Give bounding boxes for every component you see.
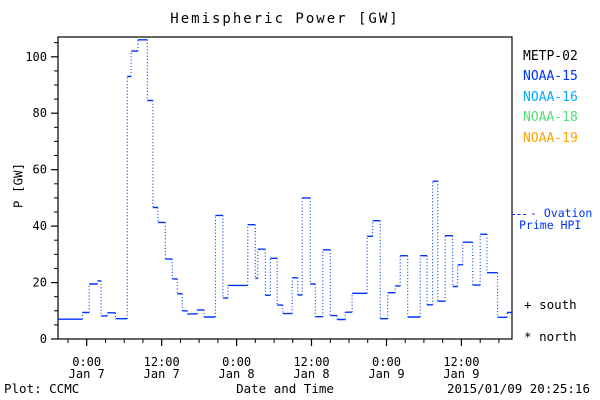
south-marker-legend: + south: [524, 297, 577, 312]
x-tick-time-label: 0:00: [222, 355, 251, 369]
y-tick-label: 80: [33, 106, 47, 120]
x-axis-title: Date and Time: [236, 381, 334, 396]
legend-item-noaa-18: NOAA-18: [523, 110, 578, 126]
x-tick-time-label: 12:00: [443, 355, 479, 369]
y-tick-label: 100: [25, 50, 47, 64]
x-tick-date-label: Jan 8: [219, 367, 255, 381]
hpi-curve-levels: [58, 39, 512, 321]
chart-title: Hemispheric Power [GW]: [170, 11, 400, 27]
x-tick-date-label: Jan 9: [443, 367, 479, 381]
x-tick-time-label: 12:00: [144, 355, 180, 369]
ovation-legend: - Ovation Prime HPI: [512, 207, 592, 231]
y-tick-label: 0: [40, 332, 47, 346]
x-tick-time-label: 12:00: [293, 355, 329, 369]
dashed-line-sample-icon: [512, 214, 526, 215]
ovation-legend-row1: - Ovation: [512, 207, 592, 219]
asterisk-marker-icon: *: [524, 329, 532, 344]
south-label: south: [539, 297, 577, 312]
x-tick-date-label: Jan 9: [368, 367, 404, 381]
x-tick-date-label: Jan 7: [69, 367, 105, 381]
ovation-legend-line2: Prime HPI: [519, 218, 582, 232]
plot-border: [57, 36, 513, 340]
plus-marker-icon: +: [524, 297, 532, 312]
y-tick-label: 60: [33, 163, 47, 177]
footer-timestamp: 2015/01/09 20:25:16: [447, 381, 590, 396]
north-label: north: [539, 329, 577, 344]
north-marker-legend: * north: [524, 329, 577, 344]
legend-item-noaa-16: NOAA-16: [523, 89, 578, 105]
x-tick-time-label: 0:00: [372, 355, 401, 369]
footer-plot-credit: Plot: CCMC: [4, 381, 80, 396]
hpi-curve-connectors: [81, 39, 508, 320]
legend-item-noaa-15: NOAA-15: [523, 69, 578, 85]
y-tick-label: 20: [33, 276, 47, 290]
x-tick-date-label: Jan 8: [293, 367, 329, 381]
y-tick-label: 40: [33, 219, 47, 233]
satellite-legend: METP-02 NOAA-15 NOAA-16 NOAA-18 NOAA-19: [523, 47, 578, 149]
legend-item-metp-02: METP-02: [523, 49, 578, 64]
x-tick-time-label: 0:00: [72, 355, 101, 369]
ovation-legend-line1: - Ovation: [530, 206, 593, 220]
legend-item-noaa-19: NOAA-19: [523, 130, 578, 146]
x-tick-date-label: Jan 7: [144, 367, 180, 381]
